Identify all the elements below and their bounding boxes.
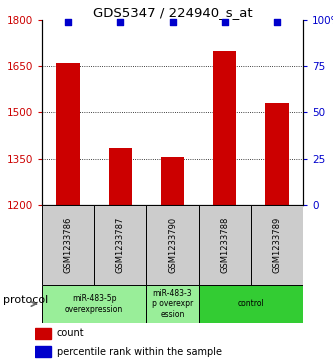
Text: count: count [57, 328, 84, 338]
Text: control: control [237, 299, 264, 309]
Bar [198, 285, 303, 323]
Bar [251, 205, 303, 285]
Point [66, 19, 71, 25]
Bar [94, 205, 147, 285]
Title: GDS5347 / 224940_s_at: GDS5347 / 224940_s_at [93, 6, 252, 19]
Bar [35, 346, 51, 357]
Bar [42, 205, 94, 285]
Text: GSM1233789: GSM1233789 [272, 217, 281, 273]
Bar [147, 285, 198, 323]
Point [222, 19, 227, 25]
Bar [109, 148, 132, 205]
Bar [198, 205, 251, 285]
Text: GSM1233786: GSM1233786 [64, 217, 73, 273]
Text: GSM1233790: GSM1233790 [168, 217, 177, 273]
Text: GSM1233788: GSM1233788 [220, 217, 229, 273]
Text: percentile rank within the sample: percentile rank within the sample [57, 347, 222, 356]
Point [118, 19, 123, 25]
Point [170, 19, 175, 25]
Bar [56, 63, 80, 205]
Bar [35, 327, 51, 339]
Text: miR-483-5p
overexpression: miR-483-5p overexpression [65, 294, 123, 314]
Point [274, 19, 280, 25]
Text: miR-483-3
p overexpr
ession: miR-483-3 p overexpr ession [152, 289, 193, 319]
Bar [213, 51, 236, 205]
Bar [42, 285, 147, 323]
Text: protocol: protocol [3, 295, 49, 305]
Bar [147, 205, 198, 285]
Bar [265, 103, 289, 205]
Bar [161, 157, 184, 205]
Text: GSM1233787: GSM1233787 [116, 217, 125, 273]
